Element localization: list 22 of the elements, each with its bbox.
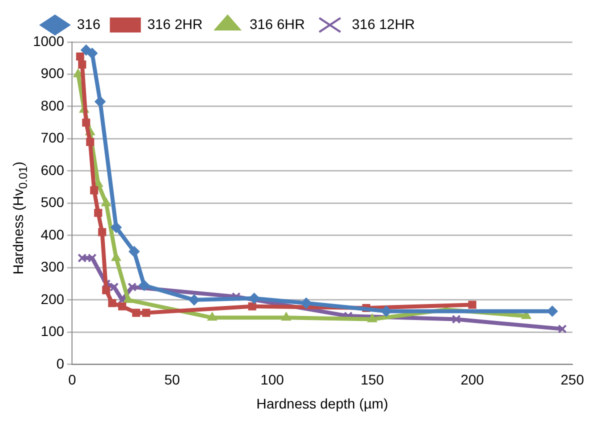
y-tick-label: 600	[40, 162, 64, 178]
y-tick-label: 700	[40, 130, 64, 146]
y-tick-label: 1000	[32, 32, 64, 49]
x-tick-label: 250	[560, 372, 584, 388]
x-tick-label: 50	[164, 372, 180, 388]
y-tick-label: 500	[40, 194, 64, 210]
y-tick-label: 200	[40, 290, 64, 307]
y-tick-label: 100	[40, 323, 64, 340]
legend-label: 316 6HR	[250, 16, 305, 32]
legend-label: 316 12HR	[352, 16, 415, 32]
y-tick-label: 900	[40, 65, 64, 82]
x-axis-title: Hardness depth (µm)	[256, 395, 388, 412]
x-tick-label: 0	[68, 372, 76, 388]
y-tick-label: 300	[40, 258, 64, 275]
legend-label: 316 2HR	[147, 16, 203, 32]
y-tick-label: 400	[40, 226, 64, 242]
x-tick-label: 200	[460, 372, 484, 388]
x-tick-label: 150	[360, 372, 384, 388]
y-tick-label: 0	[56, 355, 64, 372]
y-tick-label: 800	[40, 97, 64, 114]
legend-label: 316	[77, 16, 101, 32]
x-tick-label: 100	[260, 372, 284, 388]
